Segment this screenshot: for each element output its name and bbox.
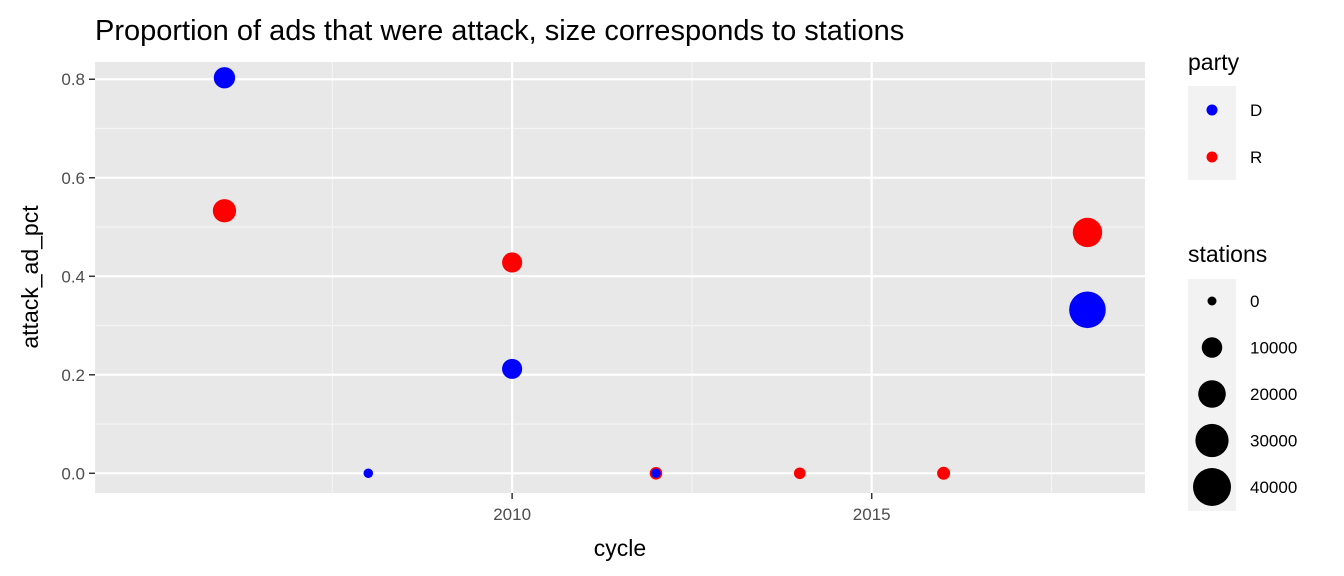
x-axis-title: cycle — [594, 535, 646, 561]
y-axis-title: attack_ad_pct — [17, 205, 43, 349]
data-point-d-2018 — [1069, 291, 1106, 329]
x-tick-label: 2010 — [493, 505, 531, 524]
data-points — [212, 67, 1106, 480]
legend-stations-label-10000: 10000 — [1250, 339, 1297, 358]
data-point-r-2010 — [502, 252, 523, 273]
legend-party-key-bg — [1188, 86, 1236, 180]
data-point-r-2016 — [937, 466, 951, 480]
x-axis: 2010 2015 — [493, 493, 891, 524]
y-tick-label: 0.2 — [61, 366, 85, 385]
legend-stations-swatch-20000 — [1198, 380, 1226, 408]
data-point-d-2010 — [502, 358, 523, 379]
plot-panel — [95, 62, 1145, 493]
legend-stations-swatch-10000 — [1201, 337, 1223, 358]
data-point-r-2018 — [1072, 217, 1103, 248]
data-point-r-2006 — [212, 199, 237, 223]
data-point-r-2014 — [793, 467, 806, 480]
y-tick-label: 0.6 — [61, 169, 85, 188]
y-tick-label: 0.4 — [61, 267, 85, 286]
legend-party-label-d: D — [1250, 101, 1262, 120]
data-point-d-2012 — [651, 468, 661, 479]
legend-stations-swatch-30000 — [1195, 423, 1229, 458]
legend-party-title: party — [1188, 49, 1240, 75]
data-point-d-2006 — [213, 67, 236, 89]
data-point-d-2008 — [363, 468, 374, 479]
y-tick-label: 0.8 — [61, 70, 85, 89]
legend-stations-swatch-0 — [1207, 296, 1217, 306]
legend-stations: stations 0 10000 20000 30000 40000 — [1188, 241, 1297, 511]
legend-party-label-r: R — [1250, 148, 1262, 167]
legend-stations-title: stations — [1188, 241, 1267, 267]
chart-title: Proportion of ads that were attack, size… — [95, 15, 904, 47]
y-tick-label: 0.0 — [61, 464, 85, 483]
x-tick-label: 2015 — [853, 505, 891, 524]
legend-stations-swatch-40000 — [1193, 468, 1231, 506]
legend-stations-label-30000: 30000 — [1250, 432, 1297, 451]
legend-party-swatch-r — [1206, 151, 1218, 163]
legend-party: party D R — [1188, 49, 1262, 180]
y-axis: 0.0 0.2 0.4 0.6 0.8 — [61, 70, 95, 483]
legend-party-swatch-d — [1206, 104, 1218, 116]
grid-major — [95, 62, 1145, 493]
grid-minor — [95, 62, 1145, 493]
legend-stations-label-0: 0 — [1250, 292, 1259, 311]
legend-stations-label-40000: 40000 — [1250, 478, 1297, 497]
legend-stations-label-20000: 20000 — [1250, 385, 1297, 404]
